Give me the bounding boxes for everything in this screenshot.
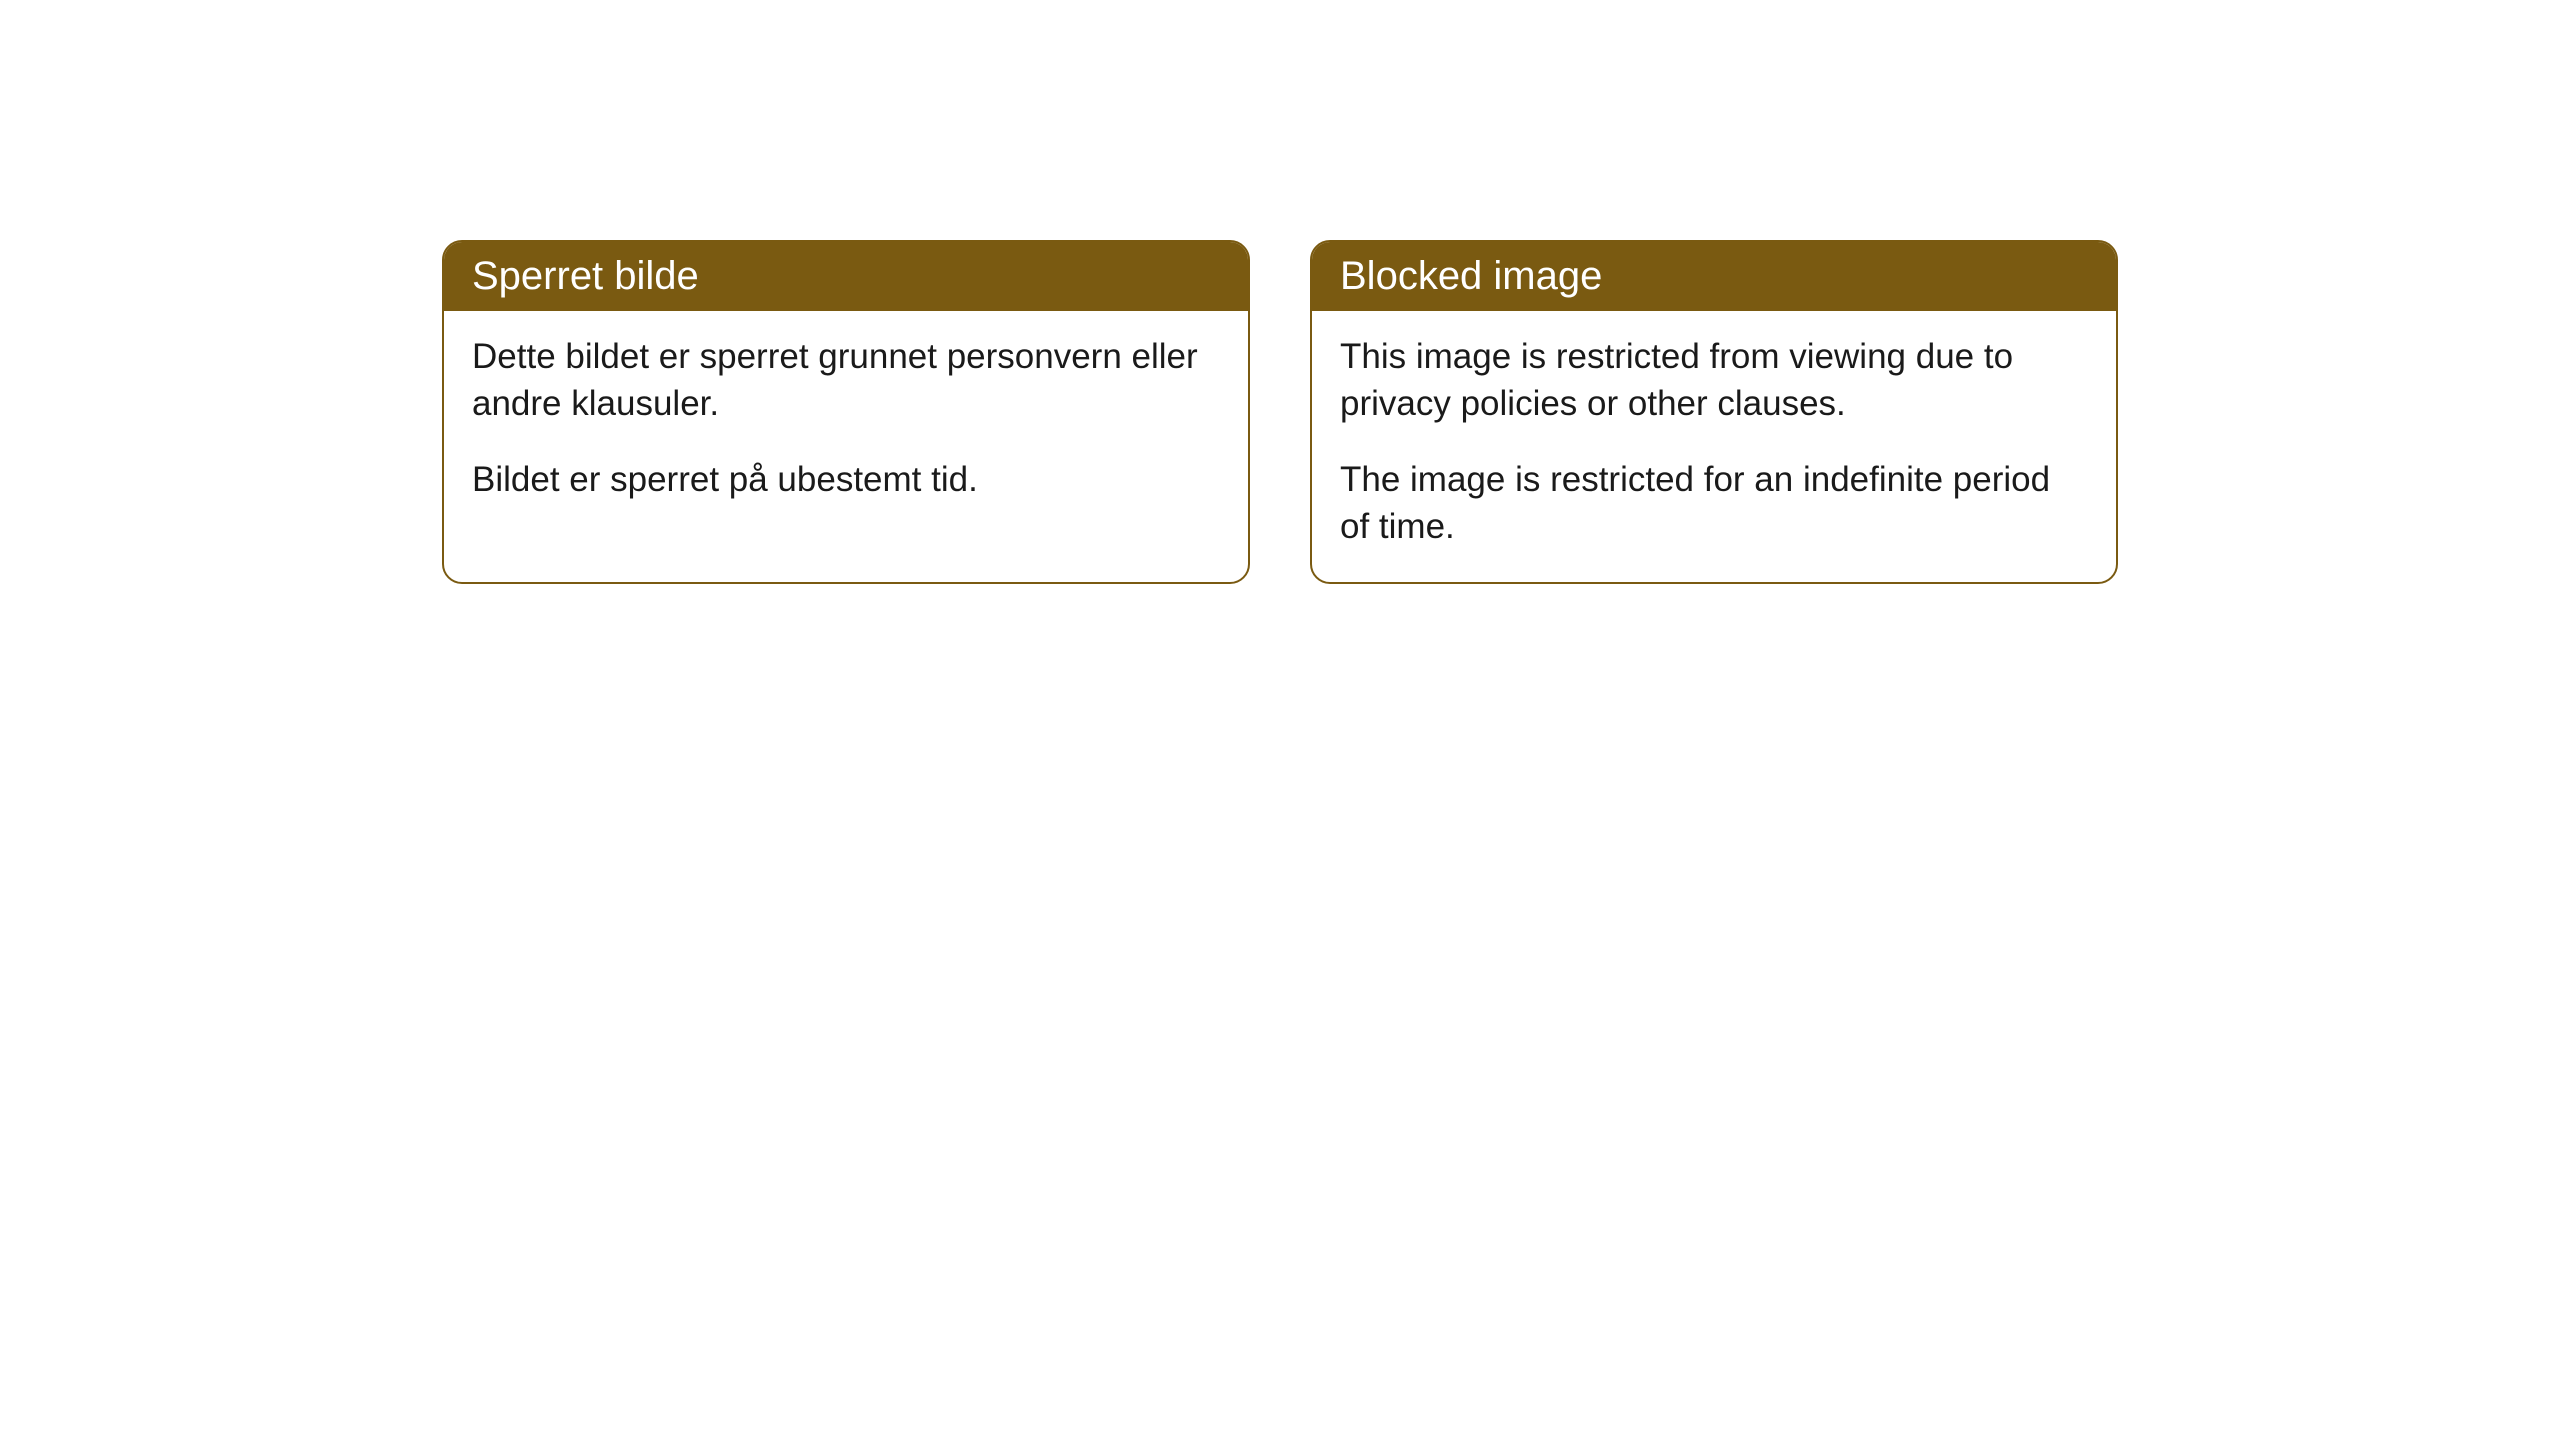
card-body-english: This image is restricted from viewing du… [1312,311,2116,582]
card-header-english: Blocked image [1312,242,2116,311]
card-english: Blocked image This image is restricted f… [1310,240,2118,584]
card-title-english: Blocked image [1340,254,1602,298]
card-header-norwegian: Sperret bilde [444,242,1248,311]
card-body-norwegian: Dette bildet er sperret grunnet personve… [444,311,1248,535]
card-paragraph-2-english: The image is restricted for an indefinit… [1340,456,2088,551]
cards-container: Sperret bilde Dette bildet er sperret gr… [442,240,2118,584]
card-paragraph-2-norwegian: Bildet er sperret på ubestemt tid. [472,456,1220,503]
card-title-norwegian: Sperret bilde [472,254,699,298]
card-paragraph-1-norwegian: Dette bildet er sperret grunnet personve… [472,333,1220,428]
card-paragraph-1-english: This image is restricted from viewing du… [1340,333,2088,428]
card-norwegian: Sperret bilde Dette bildet er sperret gr… [442,240,1250,584]
